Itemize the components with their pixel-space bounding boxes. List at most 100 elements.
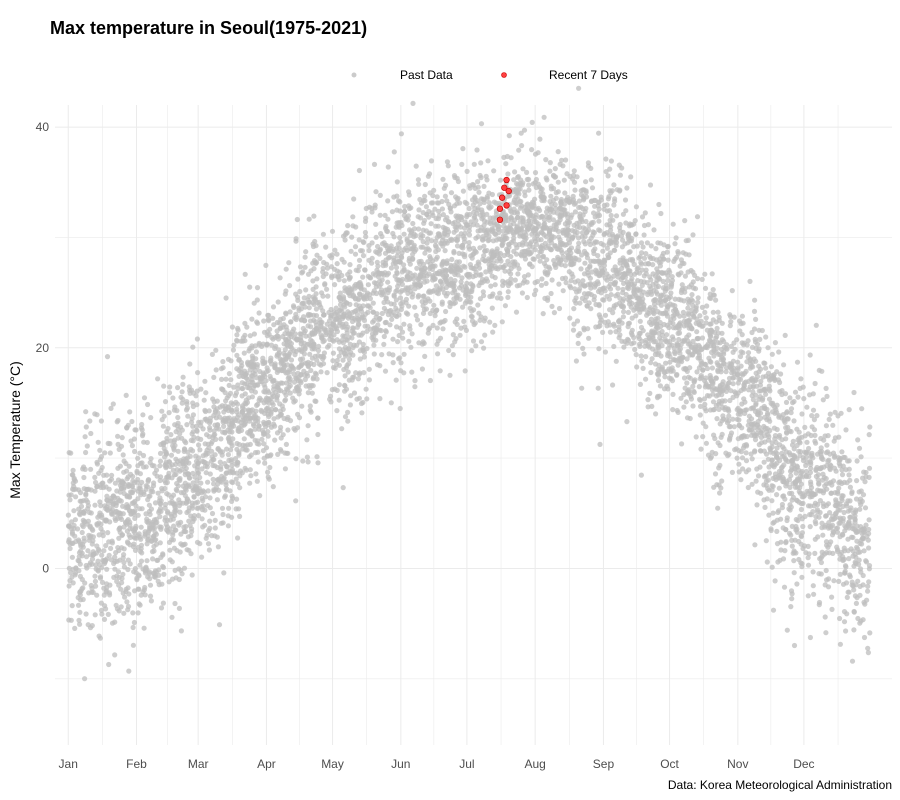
past-data-point [568, 285, 574, 291]
past-data-point [836, 480, 842, 486]
past-data-point [85, 548, 91, 554]
past-data-point [763, 478, 770, 484]
chart-title: Max temperature in Seoul(1975-2021) [50, 18, 368, 38]
past-data-point [242, 443, 248, 449]
past-data-point [788, 604, 794, 610]
past-data-point [474, 147, 480, 153]
past-data-point [794, 426, 800, 432]
past-data-point [212, 525, 218, 531]
past-data-point [562, 190, 568, 196]
past-data-point [624, 419, 630, 425]
past-data-point [583, 218, 589, 225]
past-data-point [230, 347, 236, 353]
past-data-point [297, 288, 303, 295]
past-data-point [397, 235, 403, 241]
past-data-point [406, 338, 412, 344]
past-data-point [459, 214, 465, 220]
past-data-point [754, 502, 760, 508]
past-data-point [770, 475, 776, 481]
past-data-point [467, 185, 473, 191]
past-data-point [234, 352, 240, 358]
past-data-point [188, 387, 195, 393]
past-data-point [484, 195, 490, 201]
past-data-point [236, 506, 242, 512]
past-data-point [671, 258, 677, 264]
past-data-point [200, 453, 206, 459]
past-data-point [576, 240, 582, 246]
past-data-point [358, 400, 365, 407]
past-data-point [253, 408, 259, 414]
past-data-point [214, 497, 220, 503]
past-data-point [697, 403, 704, 409]
past-data-point [168, 452, 175, 458]
past-data-point [129, 443, 135, 449]
past-data-point [586, 272, 592, 278]
past-data-point [80, 585, 86, 591]
past-data-point [71, 477, 77, 483]
past-data-point [690, 269, 696, 275]
past-data-point [176, 497, 182, 503]
past-data-point [604, 293, 610, 299]
past-data-point [583, 179, 589, 185]
past-data-point [405, 311, 411, 317]
past-data-point [518, 215, 524, 221]
past-data-point [415, 294, 421, 300]
past-data-point [120, 452, 126, 458]
past-data-point [105, 611, 111, 618]
past-data-point [823, 567, 829, 574]
past-data-point [810, 583, 816, 589]
past-data-point [839, 493, 845, 499]
past-data-point [107, 592, 113, 598]
past-data-point [606, 232, 613, 238]
past-data-point [163, 521, 169, 528]
past-data-point [547, 237, 553, 244]
past-data-point [275, 451, 281, 457]
past-data-point [735, 405, 741, 411]
past-data-point [119, 486, 125, 492]
past-data-point [652, 305, 658, 311]
past-data-point [553, 205, 559, 212]
past-data-point [543, 280, 549, 287]
past-data-point [827, 509, 833, 516]
past-data-point [587, 264, 593, 270]
past-data-point [123, 589, 129, 595]
past-data-point [161, 383, 167, 389]
past-data-point [383, 329, 389, 335]
past-data-point [735, 367, 741, 373]
past-data-point [787, 395, 793, 401]
past-data-point [393, 377, 399, 383]
past-data-point [639, 214, 646, 220]
past-data-point [769, 457, 775, 463]
past-data-point [818, 445, 824, 451]
past-data-point [633, 352, 639, 358]
past-data-point [586, 335, 592, 341]
past-data-point [623, 220, 629, 226]
past-data-point [308, 367, 314, 374]
past-data-point [401, 231, 407, 237]
past-data-point [171, 445, 177, 451]
past-data-point [694, 329, 700, 335]
past-data-point [684, 356, 690, 362]
past-data-point [627, 268, 633, 274]
past-data-point [846, 466, 852, 472]
past-data-point [233, 399, 239, 405]
past-data-point [302, 254, 308, 260]
past-data-point [105, 440, 111, 446]
past-data-point [547, 160, 553, 166]
past-data-point [393, 264, 400, 271]
past-data-point [547, 168, 553, 174]
past-data-point [363, 234, 369, 240]
past-data-point [608, 158, 615, 164]
past-data-point [765, 410, 771, 416]
past-data-point [426, 171, 433, 177]
past-data-point [743, 458, 750, 464]
past-data-point [575, 249, 581, 255]
past-data-point [282, 466, 288, 472]
past-data-point [668, 282, 675, 288]
past-data-point [774, 541, 781, 547]
past-data-point [687, 365, 693, 371]
past-data-point [771, 372, 777, 378]
past-data-point [124, 599, 130, 605]
past-data-point [837, 551, 843, 558]
past-data-point [333, 305, 339, 311]
